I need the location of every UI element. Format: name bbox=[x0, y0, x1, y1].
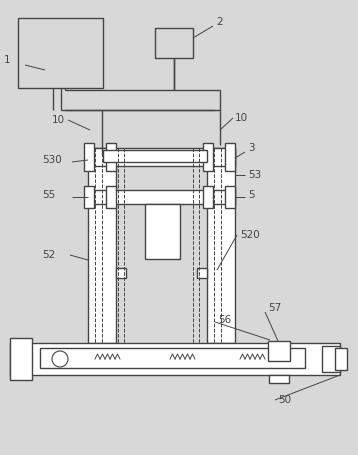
Bar bbox=[40, 348, 305, 368]
Bar bbox=[10, 338, 32, 380]
Bar bbox=[268, 341, 290, 361]
Bar bbox=[116, 268, 126, 278]
Bar bbox=[207, 148, 235, 343]
Bar bbox=[203, 186, 213, 208]
Text: 56: 56 bbox=[218, 315, 231, 325]
Text: 1: 1 bbox=[4, 55, 11, 65]
Text: 530: 530 bbox=[42, 155, 62, 165]
Bar bbox=[155, 28, 193, 58]
Bar bbox=[88, 148, 116, 343]
Bar bbox=[145, 204, 180, 259]
Text: 55: 55 bbox=[42, 190, 55, 200]
Bar bbox=[106, 143, 116, 171]
Bar bbox=[84, 186, 94, 208]
Bar bbox=[18, 18, 103, 88]
Bar bbox=[322, 346, 340, 372]
Text: 3: 3 bbox=[248, 143, 255, 153]
Text: 53: 53 bbox=[248, 170, 261, 180]
Bar bbox=[84, 143, 94, 171]
Bar bbox=[197, 268, 207, 278]
Text: 52: 52 bbox=[42, 250, 55, 260]
Text: 2: 2 bbox=[216, 17, 223, 27]
Bar bbox=[103, 150, 207, 162]
Bar bbox=[88, 148, 235, 166]
Bar bbox=[106, 186, 116, 208]
Bar bbox=[88, 190, 235, 204]
Text: 5: 5 bbox=[248, 190, 255, 200]
Bar bbox=[225, 186, 235, 208]
Text: 10: 10 bbox=[235, 113, 248, 123]
Text: 57: 57 bbox=[268, 303, 281, 313]
Bar bbox=[225, 143, 235, 171]
Text: 520: 520 bbox=[240, 230, 260, 240]
Bar bbox=[203, 143, 213, 171]
Text: 50: 50 bbox=[278, 395, 291, 405]
Bar bbox=[269, 375, 289, 383]
Bar bbox=[10, 343, 340, 375]
Bar bbox=[335, 348, 347, 370]
Text: 10: 10 bbox=[52, 115, 65, 125]
